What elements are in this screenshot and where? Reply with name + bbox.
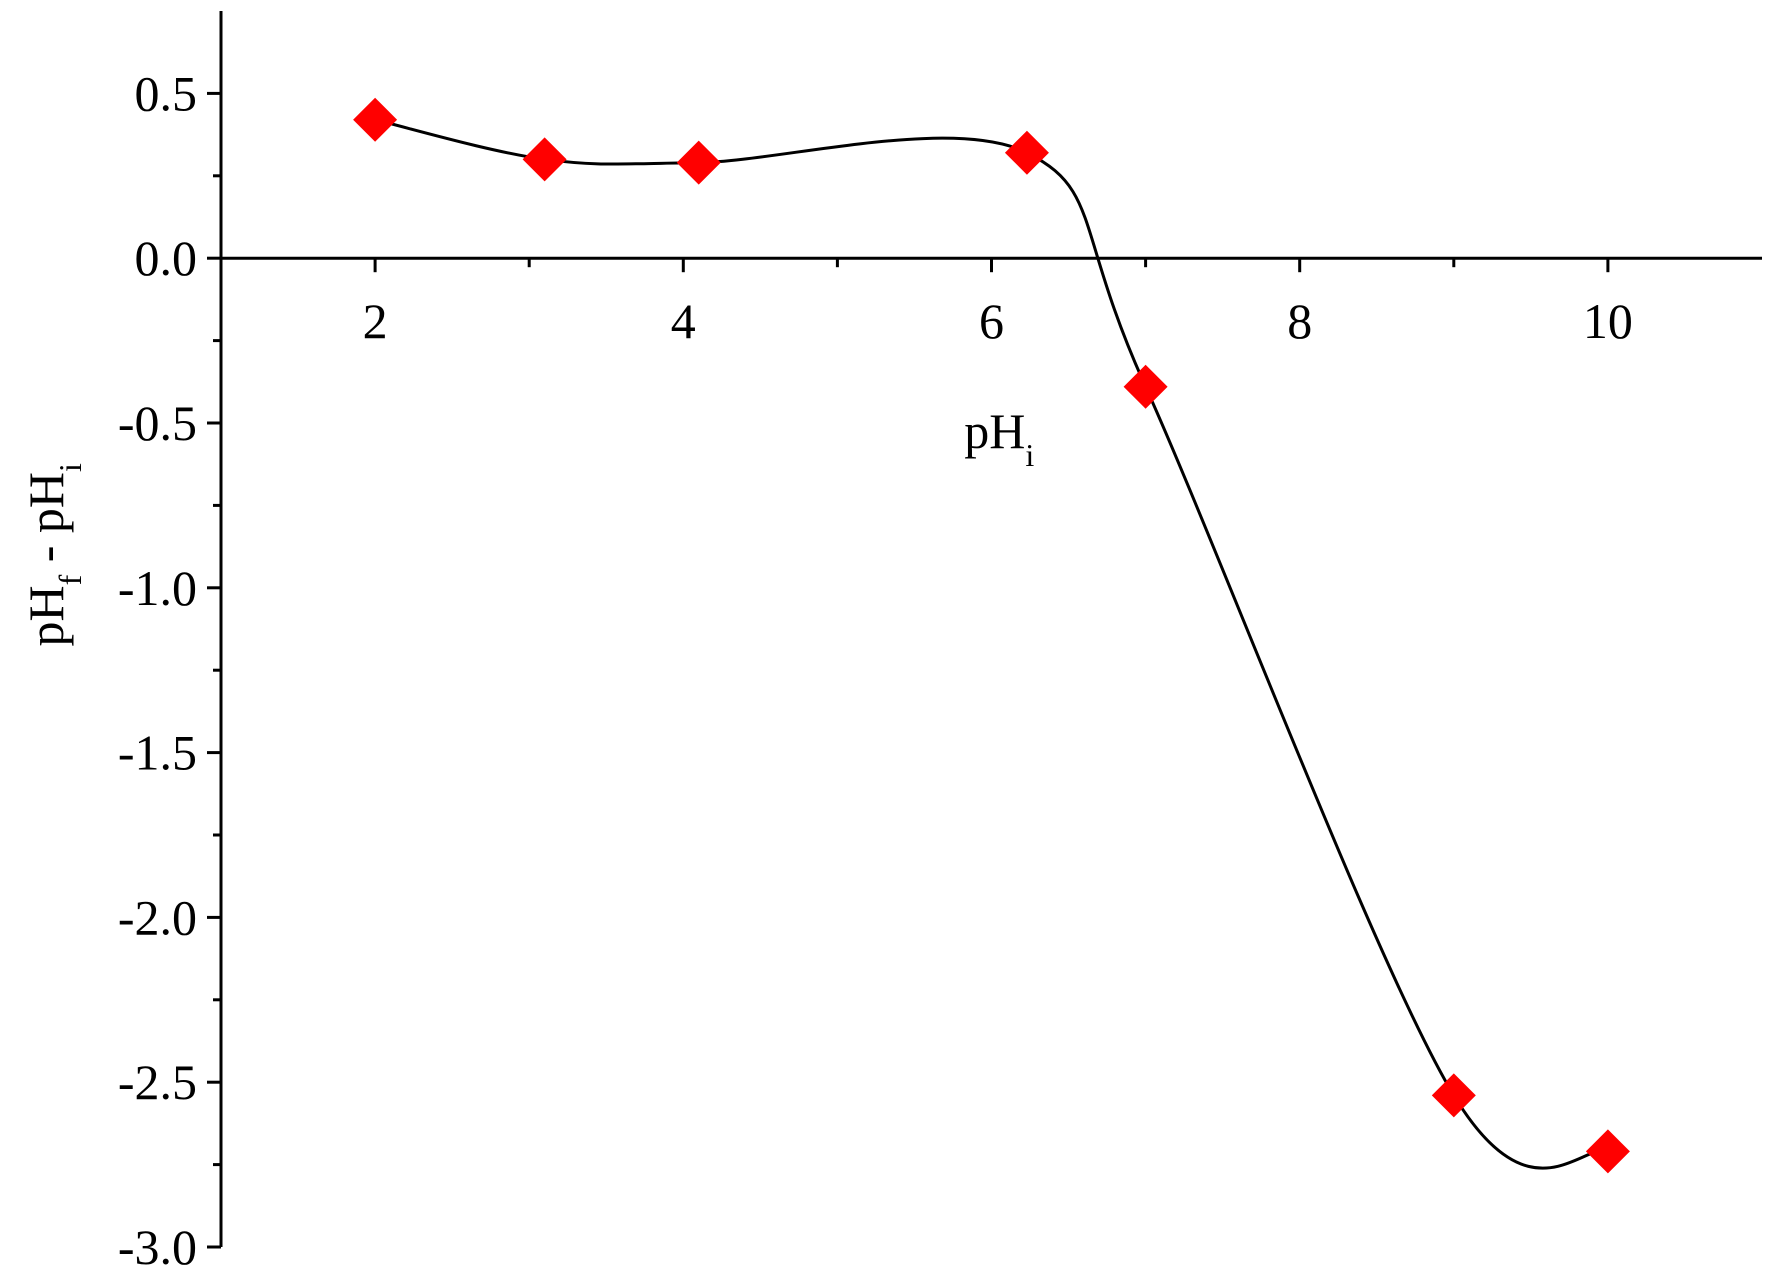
x-tick-label: 10 — [1583, 293, 1633, 349]
y-axis-title-part: - pH — [18, 472, 74, 575]
y-axis-title: pHf - pHi — [18, 463, 88, 647]
x-axis-title: pHi — [964, 403, 1034, 473]
x-tick-label: 2 — [363, 293, 388, 349]
point — [676, 140, 721, 185]
y-tick-label: -2.5 — [118, 1054, 197, 1110]
point — [1431, 1073, 1476, 1118]
point — [1585, 1129, 1630, 1174]
x-tick-label: 4 — [671, 293, 696, 349]
point — [522, 137, 567, 182]
point — [1123, 364, 1168, 409]
x-tick-label: 8 — [1287, 293, 1312, 349]
x-axis-title-part: i — [1025, 437, 1034, 473]
y-axis-title-part: f — [52, 574, 88, 585]
y-axis-title-part: pH — [18, 585, 74, 646]
y-tick-label: -1.5 — [118, 725, 197, 781]
point — [1004, 130, 1049, 175]
y-axis-title-part: i — [52, 463, 88, 472]
y-tick-label: -0.5 — [118, 395, 197, 451]
y-tick-label: -3.0 — [118, 1219, 197, 1272]
y-tick-label: -2.0 — [118, 889, 197, 945]
y-tick-label: 0.5 — [135, 65, 198, 121]
x-tick-label: 6 — [979, 293, 1004, 349]
x-axis-title-part: pH — [964, 403, 1025, 459]
y-tick-label: -1.0 — [118, 560, 197, 616]
point — [353, 97, 398, 142]
fit-line — [374, 118, 1609, 1170]
y-tick-label: 0.0 — [135, 230, 198, 286]
